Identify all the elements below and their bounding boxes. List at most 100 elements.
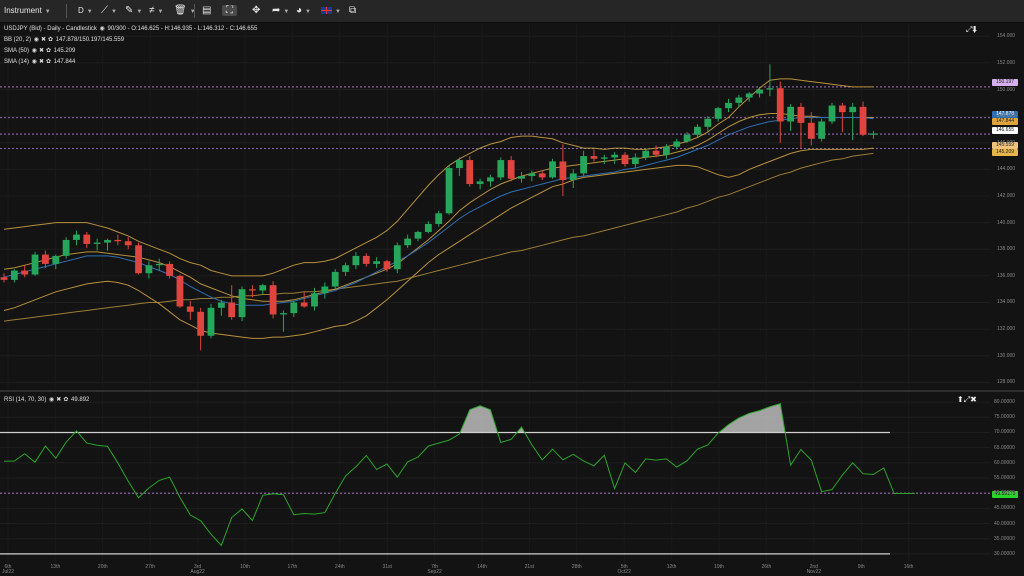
expand-icon[interactable]: ⤢ xyxy=(966,25,973,34)
timeframe-dropdown[interactable]: D ▼ xyxy=(78,3,93,19)
eye-icon[interactable]: ◉ xyxy=(31,48,37,54)
sma50-label: SMA (50) xyxy=(4,48,30,54)
gear-icon[interactable]: ✿ xyxy=(45,59,51,65)
theme-button[interactable]: ◕ ▼ xyxy=(296,3,311,19)
delete-drawings-button[interactable]: 🗑︎ ▼ xyxy=(174,3,196,19)
instrument-dropdown[interactable]: Instrument ▼ xyxy=(4,3,51,19)
candle-up xyxy=(311,293,318,307)
time-axis-day: 17th xyxy=(287,564,298,570)
candle-up xyxy=(352,255,360,266)
candle-down xyxy=(859,106,867,135)
close-icon[interactable]: ✖ xyxy=(56,397,62,403)
toolbar-divider xyxy=(66,4,67,18)
time-axis-day: 28th xyxy=(571,564,582,570)
bb-values: 147.878/150.197/145.559 xyxy=(55,37,125,43)
candle-up xyxy=(93,242,101,244)
eye-icon[interactable]: ◉ xyxy=(33,37,39,43)
pencil-icon: ✎ xyxy=(125,5,134,16)
close-icon[interactable]: ✖ xyxy=(40,37,46,43)
candle-down xyxy=(21,270,29,275)
time-axis-tick: 2nd Nov22 xyxy=(799,565,829,575)
trash-icon: 🗑︎ xyxy=(174,5,187,16)
candle-down xyxy=(300,302,308,307)
legend-bb-row: BB (20, 2) ◉ ✖ ✿ 147.878/150.197/145.559 xyxy=(4,36,257,44)
candle-up xyxy=(745,93,753,98)
time-axis-tick: 24th xyxy=(325,565,355,570)
candle-up xyxy=(155,263,163,266)
bb-upper-tag: 150.197 xyxy=(992,79,1018,86)
time-axis-tick: 21st xyxy=(514,565,544,570)
price-axis-tick: 152.000 xyxy=(997,59,1016,66)
close-price-tag: 146.655 xyxy=(992,127,1018,134)
candle-up xyxy=(31,254,39,275)
eye-icon[interactable]: ◉ xyxy=(99,26,105,32)
close-icon[interactable]: ✖ xyxy=(38,48,44,54)
rsi-axis-tick: 40.00000 xyxy=(994,520,1015,527)
popout-button[interactable]: ⧉ xyxy=(349,3,356,19)
legend-sma14-row: SMA (14) ◉ ✖ ✿ 147.844 xyxy=(4,58,257,66)
expand-icon[interactable]: ⤢ xyxy=(963,395,971,404)
brush-tools-button[interactable]: ✎ ▼ xyxy=(125,3,142,19)
candle-down xyxy=(507,160,515,179)
time-axis-month: Aug22 xyxy=(190,569,205,575)
move-up-icon[interactable]: ⬆ xyxy=(957,395,964,404)
drawing-tools-button[interactable]: ⟋ ▼ xyxy=(101,3,117,19)
candle-up xyxy=(73,234,80,240)
time-axis-day: 19th xyxy=(714,564,724,570)
candle-up xyxy=(207,307,215,336)
share-arrow-icon: ➦ xyxy=(272,5,281,16)
candle-up xyxy=(673,141,681,147)
time-axis-day: 26th xyxy=(761,564,772,570)
crosshair-button[interactable]: ✥ xyxy=(252,3,260,19)
candle-down xyxy=(166,263,173,276)
time-axis-tick: 6th Jul22 xyxy=(0,565,23,575)
candle-up xyxy=(704,118,712,127)
sma14-tag: 147.844 xyxy=(992,118,1018,125)
line-draw-icon: ⟋ xyxy=(101,5,108,16)
share-button[interactable]: ➦ ▼ xyxy=(272,3,289,19)
layout-button[interactable]: ▤ xyxy=(202,3,211,19)
rsi-axis-tick: 35.00000 xyxy=(994,535,1015,542)
eye-icon[interactable]: ◉ xyxy=(31,59,37,65)
fibonacci-tools-button[interactable]: ≠ ▼ xyxy=(149,3,163,19)
eye-icon[interactable]: ◉ xyxy=(49,397,55,403)
price-chart[interactable] xyxy=(0,23,1024,389)
rsi-axis-tick: 50.00000 xyxy=(994,490,1015,497)
sma50-line xyxy=(3,152,874,322)
rsi-chart[interactable] xyxy=(0,393,1024,563)
rsi-axis-tick: 45.00000 xyxy=(994,505,1015,512)
toolbar: Instrument ▼ D ▼ ⟋ ▼ ✎ ▼ ≠ ▼ 🗑︎ ▼ ▤ ⛶ ✥ ➦ ▼ ◕ ▼ … xyxy=(0,0,1024,23)
rsi-axis-tick: 80.00000 xyxy=(994,399,1015,406)
time-axis-day: 31st xyxy=(382,564,392,570)
move-down-icon[interactable]: ⬇ xyxy=(972,25,978,34)
candle-up xyxy=(10,270,18,280)
candle-up xyxy=(290,302,298,314)
close-icon[interactable]: ✖ xyxy=(970,395,977,404)
candle-up xyxy=(600,157,608,159)
rsi-axis-tick: 60.00000 xyxy=(994,459,1015,466)
bb-mid-tag: 147.878 xyxy=(992,111,1018,118)
time-axis-tick: 26th xyxy=(751,565,781,570)
gear-icon[interactable]: ✿ xyxy=(63,397,69,403)
close-icon[interactable]: ✖ xyxy=(38,59,44,65)
candle-up xyxy=(476,181,484,185)
gear-icon[interactable]: ✿ xyxy=(47,37,53,43)
bb-lower-line xyxy=(3,147,874,339)
toolbar-divider xyxy=(194,4,195,18)
pane-divider[interactable] xyxy=(0,390,1024,392)
chevron-down-icon: ▼ xyxy=(305,9,311,15)
gear-icon[interactable]: ✿ xyxy=(45,48,51,54)
time-axis-day: 16th xyxy=(903,564,914,570)
sma50-value: 145.209 xyxy=(53,48,76,54)
time-axis-tick: 13th xyxy=(40,565,70,570)
candle-up xyxy=(756,89,763,94)
candle-down xyxy=(0,277,8,280)
language-button[interactable]: ▼ xyxy=(321,3,341,19)
candle-up xyxy=(435,213,443,224)
candle-down xyxy=(135,245,142,274)
instrument-title: USDJPY (Bid) - Daily - Candlestick xyxy=(4,26,97,32)
time-axis-day: 14th xyxy=(477,564,487,570)
candle-up xyxy=(828,105,836,122)
fit-chart-button[interactable]: ⛶ xyxy=(222,3,237,19)
sma14-label: SMA (14) xyxy=(4,59,30,65)
